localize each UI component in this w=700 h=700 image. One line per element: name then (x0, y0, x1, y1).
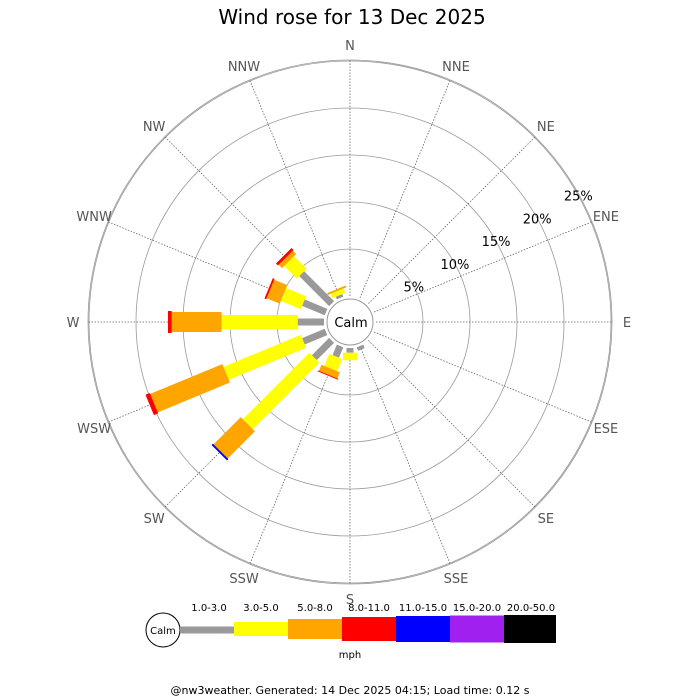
bar-s-bin-0 (346, 348, 354, 353)
legend-swatch-6 (504, 615, 556, 643)
ring-percent-labels: 5% 10% 15% 20% 25% (404, 189, 593, 295)
spoke-ese (373, 331, 593, 423)
calm-label: Calm (334, 316, 367, 331)
legend-label-0: 1.0-3.0 (191, 603, 226, 614)
legend-label-3: 8.0-11.0 (348, 603, 390, 614)
legend-swatch-3 (342, 617, 396, 641)
direction-label-sse: SSE (444, 572, 469, 587)
spoke-ene (373, 221, 593, 313)
direction-label-wsw: WSW (77, 422, 111, 437)
direction-label-nne: NNE (442, 60, 470, 75)
spoke-nnw (249, 79, 341, 299)
legend-swatch-5 (450, 615, 504, 643)
spoke-sse (359, 345, 451, 565)
bar-w-bin-3 (167, 311, 172, 333)
chart-title: Wind rose for 13 Dec 2025 (218, 5, 485, 29)
bar-wnw-bin-0 (302, 299, 328, 316)
ring-20 (135, 107, 565, 537)
bar-nnw-bin-2 (327, 285, 347, 295)
direction-label-ese: ESE (594, 422, 619, 437)
direction-label-nw: NW (143, 120, 166, 135)
legend-swatch-2 (288, 619, 342, 639)
spoke-nne (359, 79, 451, 299)
bar-nnw-bin-1 (330, 288, 346, 299)
ring-label-25: 25% (564, 189, 593, 204)
spoke-ssw (249, 345, 341, 565)
direction-labels: N NNE NE ENE E ESE SE SSE S SSW SW WSW W WNW NW NNW (67, 39, 632, 608)
bar-ssw-bin-3 (317, 370, 339, 380)
direction-label-w: W (67, 316, 80, 331)
bar-wsw-bin-0 (302, 328, 328, 345)
bar-sw-bin-1 (242, 352, 320, 430)
legend-label-1: 3.0-5.0 (243, 603, 278, 614)
bar-sw-bin-2 (213, 417, 255, 459)
legend-label-2: 5.0-8.0 (297, 603, 332, 614)
calm-circle: Calm (326, 298, 374, 346)
bar-wsw-bin-1 (223, 334, 307, 380)
ring-label-10: 10% (441, 258, 470, 273)
ring-label-5: 5% (404, 281, 425, 296)
bar-wnw-bin-1 (280, 287, 307, 310)
legend-swatch-4 (396, 616, 450, 642)
footer-text: @nw3weather. Generated: 14 Dec 2025 04:1… (171, 684, 530, 697)
wind-bars (145, 247, 365, 461)
spoke-se (368, 340, 536, 508)
direction-label-n: N (345, 39, 355, 54)
speed-legend: Calm 1.0-3.0 3.0-5.0 5.0-8.0 8.0-11.0 11.0-15… (145, 603, 556, 648)
legend-label-6: 20.0-50.0 (507, 603, 555, 614)
bar-w-bin-0 (297, 318, 324, 326)
bar-wsw-bin-2 (150, 364, 230, 413)
bar-nw-bin-3 (275, 247, 294, 266)
bar-nnw-bin-0 (335, 294, 344, 300)
direction-label-nnw: NNW (228, 60, 260, 75)
ring-outer (87, 59, 613, 585)
bar-s-bin-1 (343, 352, 357, 361)
bar-ssw-bin-0 (332, 344, 344, 358)
bar-nw-bin-2 (278, 250, 297, 269)
bar-w-bin-1 (221, 315, 298, 329)
bar-ssw-bin-1 (324, 353, 343, 372)
bar-wnw-bin-3 (264, 278, 275, 300)
unit-label: mph (339, 650, 361, 661)
bar-wsw-bin-3 (145, 393, 159, 416)
spoke-ne (368, 136, 536, 304)
bar-nw-bin-1 (284, 256, 307, 279)
direction-label-se: SE (538, 512, 554, 527)
direction-label-wnw: WNW (76, 210, 112, 225)
direction-label-sw: SW (144, 512, 165, 527)
direction-label-ssw: SSW (229, 572, 259, 587)
legend-swatch-1 (234, 622, 288, 636)
bar-sw-bin-4 (211, 443, 229, 461)
ring-label-20: 20% (523, 212, 552, 227)
bar-nw-bin-0 (299, 271, 335, 307)
direction-label-e: E (623, 316, 631, 331)
direction-label-s: S (346, 593, 354, 608)
ring-label-15: 15% (482, 235, 511, 250)
bar-ssw-bin-2 (318, 364, 340, 379)
direction-label-ene: ENE (593, 210, 619, 225)
bar-w-bin-2 (171, 312, 222, 332)
legend-swatch-0 (180, 626, 234, 634)
legend-label-5: 15.0-20.0 (453, 603, 501, 614)
bar-sw-bin-0 (311, 337, 335, 361)
legend-label-4: 11.0-15.0 (399, 603, 447, 614)
legend-calm-label: Calm (150, 626, 176, 637)
bar-sse-bin-0 (356, 344, 365, 351)
direction-label-ne: NE (537, 120, 555, 135)
bar-wnw-bin-2 (266, 279, 288, 304)
